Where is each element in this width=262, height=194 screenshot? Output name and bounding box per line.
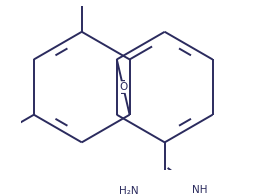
Text: NH: NH — [192, 185, 208, 194]
Text: H₂N: H₂N — [119, 186, 139, 194]
Text: O: O — [119, 82, 127, 92]
